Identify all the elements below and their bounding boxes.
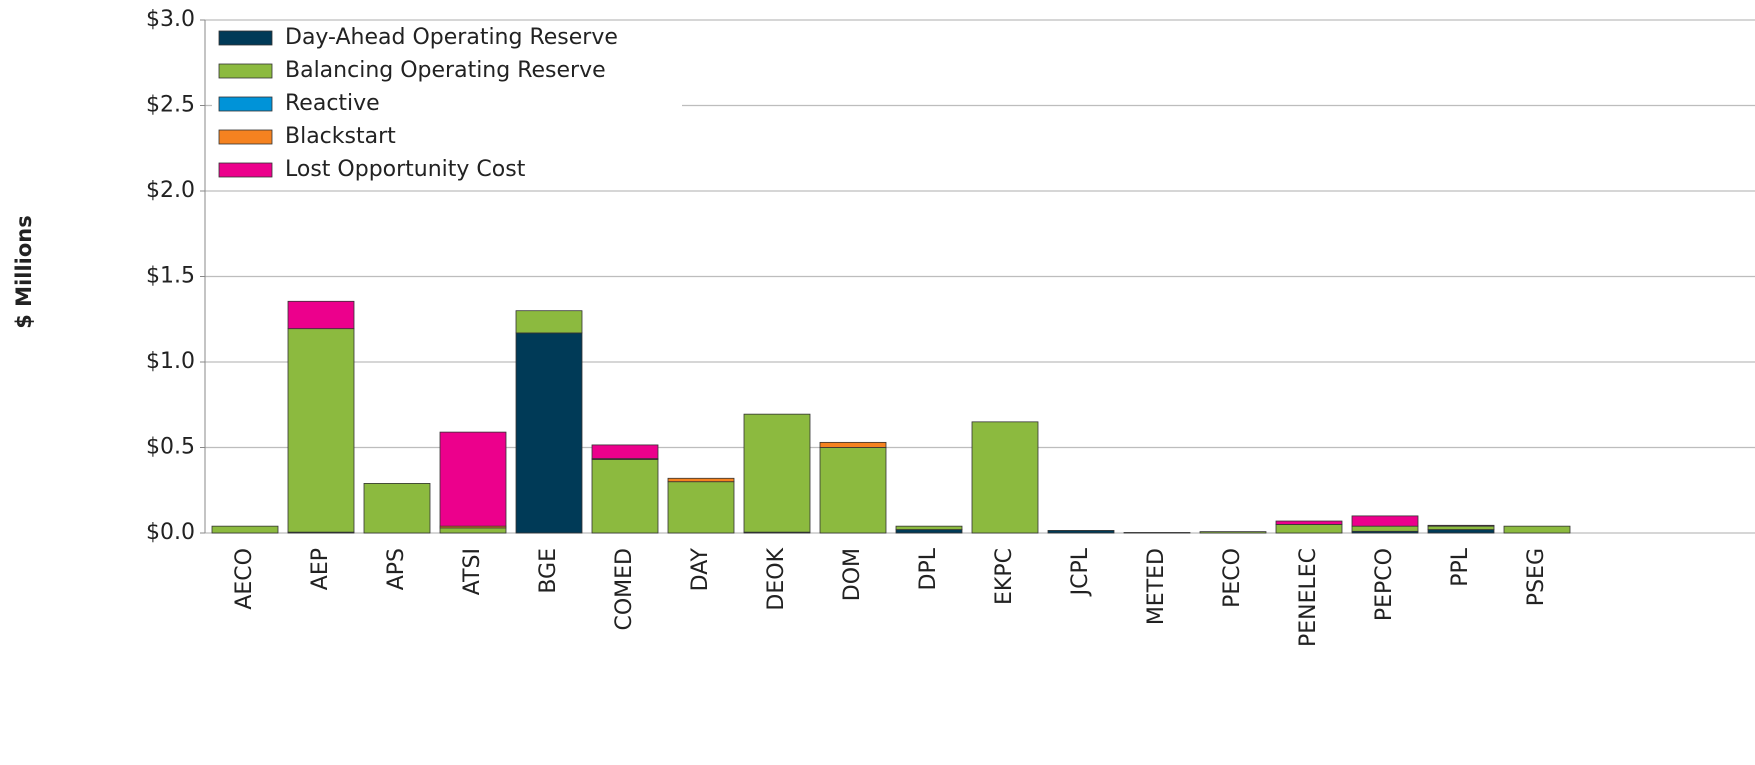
bar-segment [211, 525, 279, 534]
legend-swatch [218, 63, 273, 79]
bar-segment [743, 413, 811, 533]
x-tick-label: APS [384, 548, 409, 590]
x-tick-label: AECO [232, 548, 257, 610]
y-tick-label: $2.5 [146, 93, 195, 118]
bar-segment [971, 421, 1039, 534]
bar-segment [1123, 532, 1191, 534]
bar-segment [819, 441, 887, 448]
bar-segment [667, 477, 735, 483]
y-tick-label: $3.0 [146, 7, 195, 32]
y-tick-label: $0.5 [146, 435, 195, 460]
y-tick-label: $2.0 [146, 178, 195, 203]
y-tick-label: $1.0 [146, 349, 195, 374]
x-tick-label: PEPCO [1372, 548, 1397, 621]
x-tick-label: JCPL [1068, 547, 1093, 597]
bar-segment [515, 332, 583, 534]
x-tick-label: AEP [308, 548, 333, 590]
x-tick-label: PSEG [1524, 548, 1549, 606]
legend-swatch [218, 129, 273, 145]
legend-label: Day-Ahead Operating Reserve [285, 25, 618, 50]
legend-label: Balancing Operating Reserve [285, 58, 606, 83]
legend-swatch [218, 30, 273, 46]
x-tick-label: COMED [612, 548, 637, 631]
x-tick-label: DPL [916, 547, 941, 590]
bar-segment [1503, 525, 1571, 534]
x-tick-label: DAY [688, 547, 713, 591]
y-axis-label: $ Millions [12, 215, 36, 329]
bar-segment [1427, 525, 1495, 530]
y-tick-label: $1.5 [146, 264, 195, 289]
bar-segment [287, 328, 355, 533]
x-tick-label: PPL [1448, 547, 1473, 587]
bar-segment [1047, 530, 1115, 534]
legend-label: Lost Opportunity Cost [285, 157, 526, 182]
legend-label: Blackstart [285, 124, 396, 149]
bar-segment [1351, 515, 1419, 527]
bar-segment [591, 444, 659, 460]
legend-swatch [218, 162, 273, 178]
legend-swatch [218, 96, 273, 112]
x-tick-label: DOM [840, 548, 865, 601]
bar-segment [591, 459, 659, 534]
bar-segment [1351, 525, 1419, 532]
legend-label: Reactive [285, 91, 380, 116]
bar-segment [439, 431, 507, 527]
x-tick-label: METED [1144, 548, 1169, 625]
bar-segment [363, 483, 431, 534]
x-tick-label: EKPC [992, 548, 1017, 605]
bar-segment [1427, 524, 1495, 527]
bar-segment [895, 525, 963, 530]
bar-segment [895, 529, 963, 534]
bar-segment [819, 447, 887, 534]
x-tick-label: DEOK [764, 547, 789, 610]
bar-segment [439, 527, 507, 534]
y-tick-label: $0.0 [146, 520, 195, 545]
x-tick-label: PECO [1220, 548, 1245, 608]
bar-segment [1199, 531, 1267, 534]
legend-background [212, 22, 682, 187]
bar-segment [1427, 529, 1495, 534]
bar-segment [287, 300, 355, 330]
bar-segment [515, 310, 583, 334]
x-tick-label: BGE [536, 548, 561, 594]
x-tick-label: PENELEC [1296, 548, 1321, 647]
x-tick-label: ATSI [460, 548, 485, 595]
bar-segment [667, 481, 735, 534]
bar-segment [1275, 524, 1343, 534]
bar-segment [1275, 520, 1343, 525]
